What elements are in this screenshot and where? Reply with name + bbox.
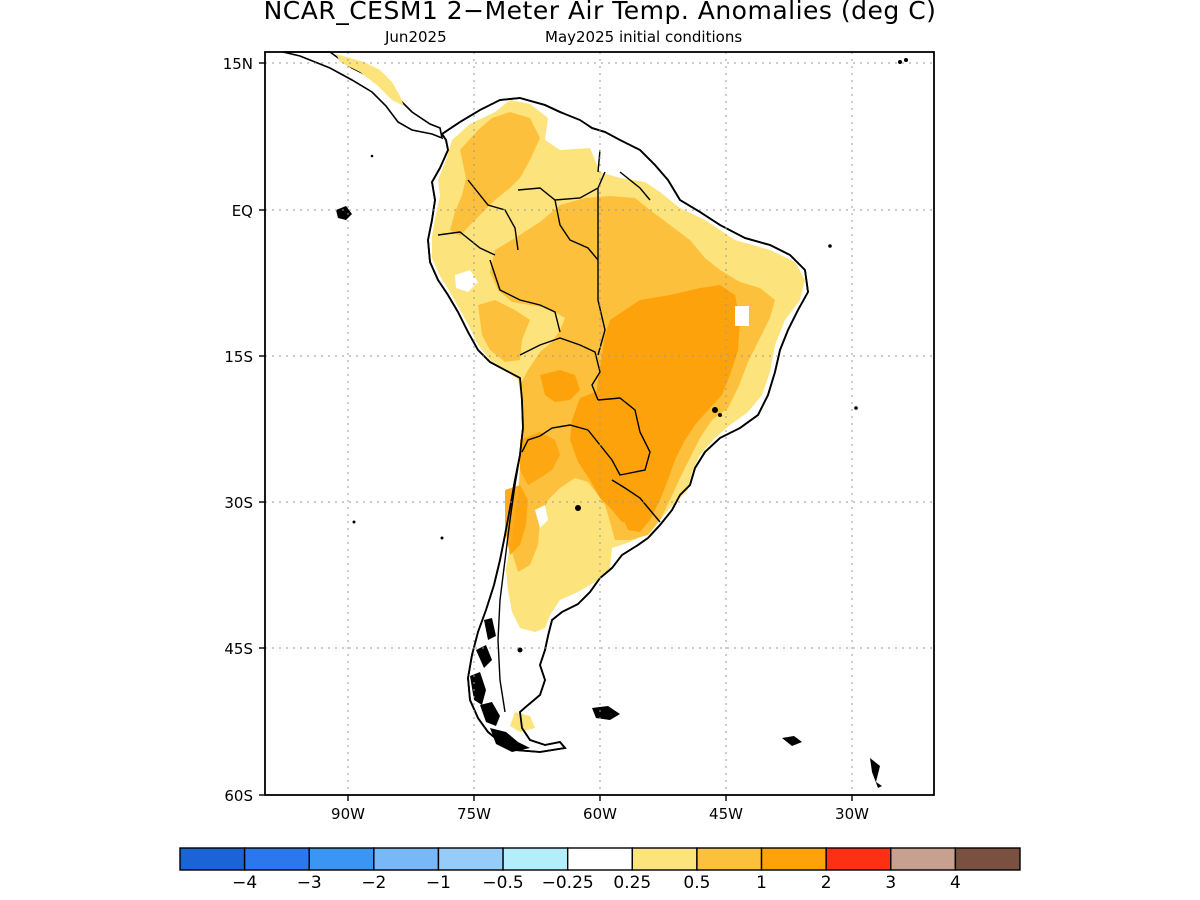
forecast-month: Jun2025 — [385, 28, 447, 46]
colorbar-label: 0.5 — [683, 873, 710, 893]
colorbar-label: 1 — [756, 873, 767, 893]
lon-label-30w: 30W — [835, 805, 869, 823]
islands — [336, 58, 908, 788]
colorbar-swatch — [760, 847, 827, 871]
colorbar-label: 4 — [950, 873, 961, 893]
colorbar-swatch — [696, 847, 763, 871]
colorbar-swatch — [373, 847, 440, 871]
lat-label-15n: 15N — [223, 55, 253, 73]
map-panel: 15N EQ 15S 30S 45S 60S 90W 75W 60W 45W 3… — [223, 51, 935, 823]
colorbar-swatch — [890, 847, 957, 871]
colorbar-swatch — [631, 847, 698, 871]
colorbar-swatch — [566, 847, 634, 871]
colorbar-swatch — [437, 847, 504, 871]
colorbar: −4 −3 −2 −1 −0.5 −0.25 0.25 0.5 1 2 3 4 — [179, 847, 1021, 893]
colorbar-label: −4 — [232, 873, 257, 893]
colorbar-label: −0.25 — [542, 873, 594, 893]
colorbar-label: 2 — [821, 873, 832, 893]
colorbar-swatch — [243, 847, 310, 871]
colorbar-swatch — [825, 847, 892, 871]
lat-label-45s: 45S — [224, 640, 253, 658]
colorbar-label: −3 — [297, 873, 322, 893]
colorbar-swatch — [308, 847, 375, 871]
colorbar-label: 3 — [885, 873, 896, 893]
lon-label-60w: 60W — [583, 805, 617, 823]
longitude-labels: 90W 75W 60W 45W 30W — [331, 805, 869, 823]
lat-label-15s: 15S — [224, 348, 253, 366]
map-title: NCAR_CESM1 2−Meter Air Temp. Anomalies (… — [263, 0, 937, 25]
south-america — [427, 97, 809, 753]
colorbar-swatch — [502, 847, 569, 871]
colorbar-label: −1 — [426, 873, 451, 893]
lon-label-90w: 90W — [331, 805, 365, 823]
latitude-labels: 15N EQ 15S 30S 45S 60S — [223, 55, 253, 805]
colorbar-label: −0.5 — [482, 873, 523, 893]
lon-label-75w: 75W — [457, 805, 491, 823]
lon-label-45w: 45W — [709, 805, 743, 823]
grid-lines — [265, 52, 934, 795]
colorbar-swatch — [954, 847, 1021, 871]
colorbar-swatch — [179, 847, 246, 871]
colorbar-label: −2 — [361, 873, 386, 893]
central-america — [282, 51, 444, 140]
lat-label-30s: 30S — [224, 494, 253, 512]
lat-label-60s: 60S — [224, 787, 253, 805]
colorbar-label: 0.25 — [613, 873, 651, 893]
initial-conditions: May2025 initial conditions — [545, 28, 743, 46]
lat-label-eq: EQ — [232, 202, 253, 220]
